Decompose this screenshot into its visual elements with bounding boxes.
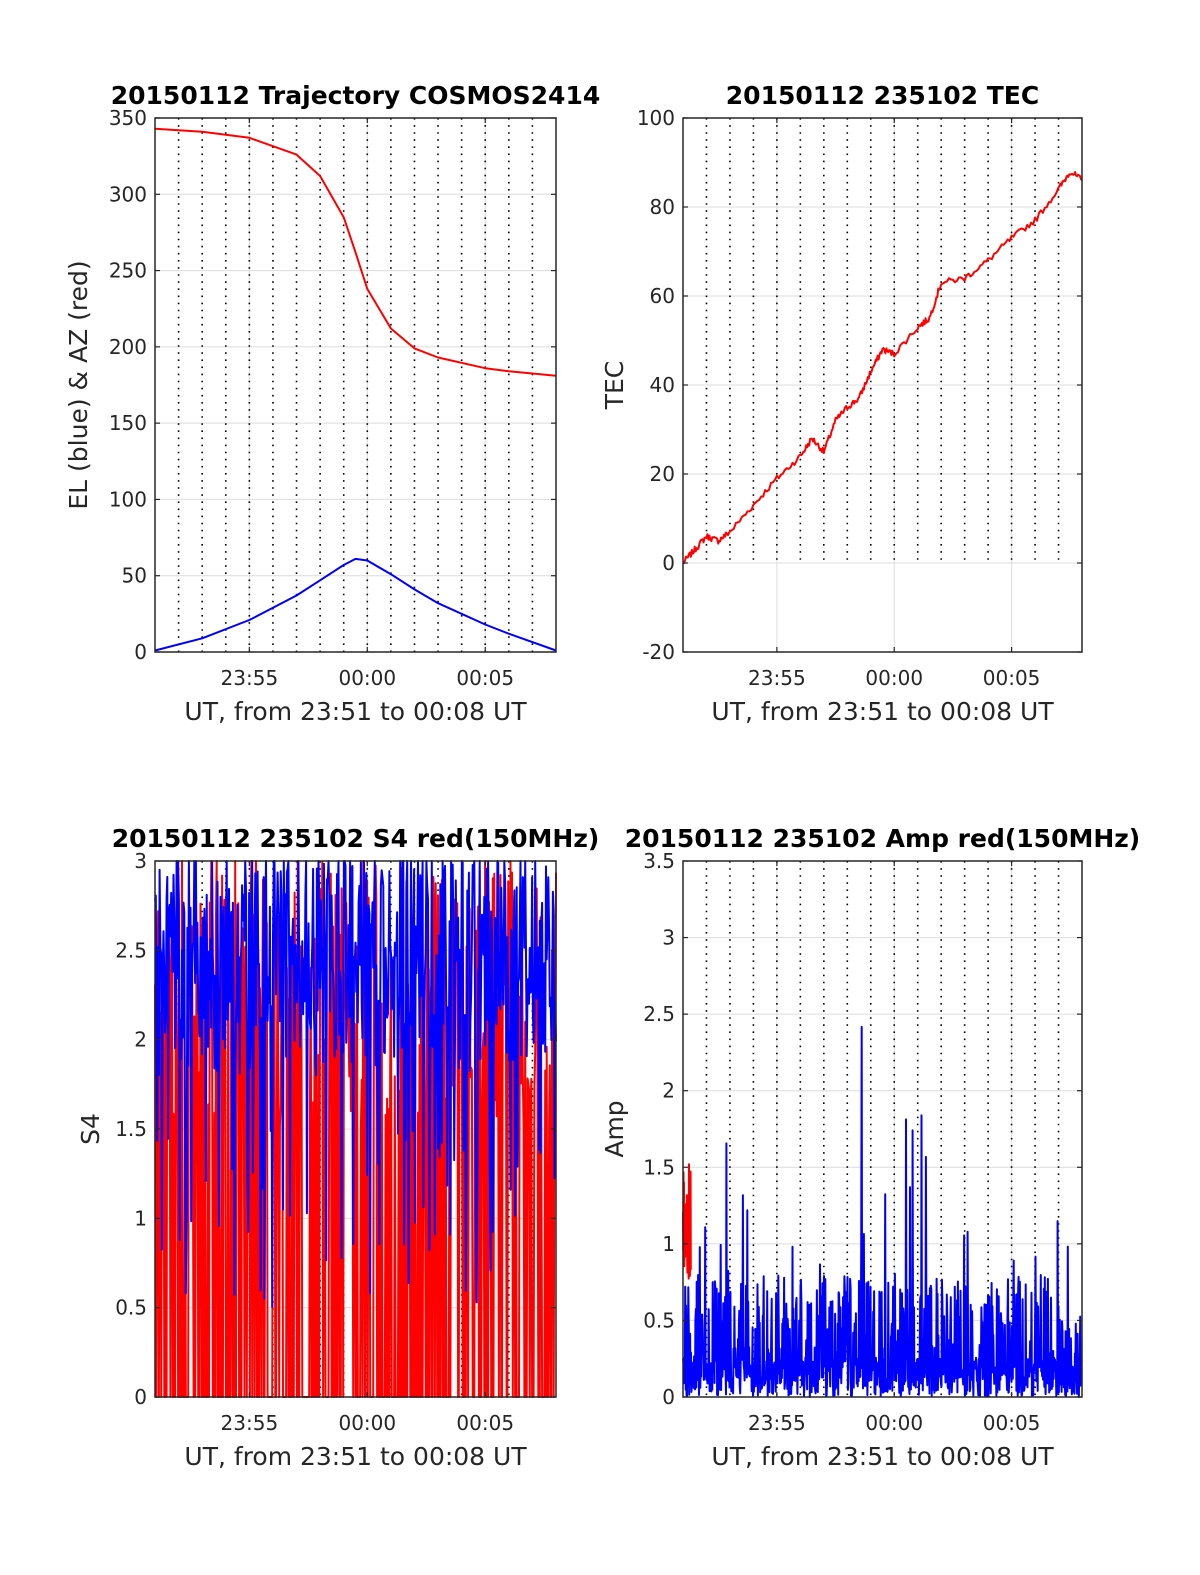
x-axis-label: UT, from 23:51 to 00:08 UT [184,1442,527,1471]
x-tick-label: 00:05 [983,1411,1041,1435]
x-tick-label: 00:00 [338,666,396,690]
x-tick-label: 00:00 [338,1411,396,1435]
x-tick-label: 00:05 [456,1411,514,1435]
chart-title: 20150112 Trajectory COSMOS2414 [111,81,601,110]
y-tick-label: 0.5 [115,1296,147,1320]
y-tick-label: 0 [662,1385,675,1409]
y-tick-label: 200 [109,335,147,359]
x-tick-label: 00:05 [456,666,514,690]
y-tick-label: -20 [642,640,675,664]
y-tick-label: 2 [134,1028,147,1052]
y-axis-label: S4 [76,1113,105,1145]
s4-series-2-line [154,860,557,1308]
y-tick-label: 1 [662,1232,675,1256]
y-tick-label: 1.5 [643,1155,675,1179]
y-tick-label: 1.5 [115,1117,147,1141]
y-tick-label: 1 [134,1206,147,1230]
y-tick-label: 50 [122,564,147,588]
y-tick-label: 100 [109,487,147,511]
tec-panel: -20 0 20 40 60 80 100 23:55 00:00 00:05 20150112 2… [600,81,1083,726]
axes-box [682,860,1083,1398]
y-tick-label: 0 [134,640,147,664]
axes-box [154,117,557,653]
y-tick-label: 0 [662,551,675,575]
tec-series-1-line [682,171,1083,565]
chart-title: 20150112 235102 Amp red(150MHz) [625,824,1141,853]
y-tick-label: 3 [662,926,675,950]
x-axis-label: UT, from 23:51 to 00:08 UT [711,1442,1054,1471]
amp-series-1-line [682,1163,692,1280]
amp-panel: 0 0.5 1 1.5 2 2.5 3 3.5 23:55 00:00 00:05 20150112 … [600,824,1140,1471]
x-tick-label: 00:00 [865,666,923,690]
y-tick-label: 350 [109,106,147,130]
trajectory-series-2-line [154,557,557,652]
y-axis-label: EL (blue) & AZ (red) [64,260,93,509]
x-tick-label: 23:55 [221,666,279,690]
chart-title: 20150112 235102 TEC [726,81,1039,110]
y-tick-label: 40 [650,373,675,397]
y-tick-label: 100 [637,106,675,130]
y-tick-label: 250 [109,259,147,283]
x-tick-label: 23:55 [748,666,806,690]
y-tick-label: 3 [134,849,147,873]
trajectory-series-1-line [154,127,557,377]
x-axis-label: UT, from 23:51 to 00:08 UT [184,697,527,726]
y-tick-label: 0.5 [643,1308,675,1332]
x-tick-label: 00:05 [983,666,1041,690]
y-tick-label: 3.5 [643,849,675,873]
y-tick-label: 80 [650,195,675,219]
trajectory-panel: 0 50 100 150 200 250 300 350 23:55 00:00 00:05 2015… [64,81,600,726]
y-tick-label: 2.5 [115,938,147,962]
y-tick-label: 150 [109,411,147,435]
amp-series-2-line [682,1025,1083,1398]
y-tick-label: 300 [109,182,147,206]
x-axis-label: UT, from 23:51 to 00:08 UT [711,697,1054,726]
y-tick-label: 2 [662,1079,675,1103]
y-tick-label: 2.5 [643,1002,675,1026]
x-tick-label: 23:55 [748,1411,806,1435]
s4-panel: 0 0.5 1 1.5 2 2.5 3 23:55 00:00 00:05 20150112 235… [76,824,599,1471]
y-tick-label: 20 [650,462,675,486]
y-tick-label: 0 [134,1385,147,1409]
x-tick-label: 23:55 [221,1411,279,1435]
x-tick-label: 00:00 [865,1411,923,1435]
chart-title: 20150112 235102 S4 red(150MHz) [112,824,600,853]
y-axis-label: Amp [600,1100,629,1157]
y-tick-label: 60 [650,284,675,308]
y-axis-label: TEC [600,361,629,411]
